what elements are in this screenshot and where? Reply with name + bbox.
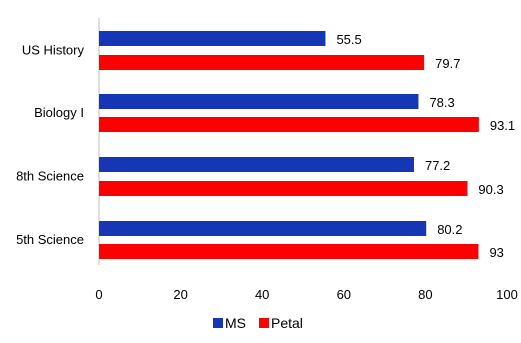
category-label-3: 5th Science xyxy=(16,232,84,247)
x-tick-label-3: 60 xyxy=(337,287,351,302)
bar-ms-1 xyxy=(99,94,419,109)
value-label-petal-2: 90.3 xyxy=(478,182,503,197)
bar-petal-1 xyxy=(99,117,479,132)
legend-label-ms: MS xyxy=(225,315,246,331)
value-label-ms-3: 80.2 xyxy=(437,222,462,237)
value-label-ms-2: 77.2 xyxy=(425,158,450,173)
category-label-0: US History xyxy=(22,43,85,58)
value-label-petal-3: 93 xyxy=(489,245,503,260)
bar-petal-3 xyxy=(99,244,479,259)
value-label-ms-0: 55.5 xyxy=(336,32,361,47)
x-tick-label-4: 80 xyxy=(418,287,432,302)
value-label-petal-1: 93.1 xyxy=(490,118,515,133)
x-tick-label-0: 0 xyxy=(95,287,102,302)
x-tick-label-1: 20 xyxy=(173,287,187,302)
bar-ms-2 xyxy=(99,157,414,172)
bar-petal-2 xyxy=(99,181,468,196)
value-label-petal-0: 79.7 xyxy=(435,56,460,71)
legend-swatch-ms xyxy=(213,318,223,328)
x-tick-label-2: 40 xyxy=(255,287,269,302)
category-label-2: 8th Science xyxy=(16,169,84,184)
category-label-1: Biology I xyxy=(34,105,84,120)
legend-swatch-petal xyxy=(259,318,269,328)
x-tick-label-5: 100 xyxy=(496,287,518,302)
bar-petal-0 xyxy=(99,55,425,70)
legend-label-petal: Petal xyxy=(271,315,303,331)
bar-ms-0 xyxy=(99,31,326,46)
bar-ms-3 xyxy=(99,221,427,236)
value-label-ms-1: 78.3 xyxy=(429,95,454,110)
